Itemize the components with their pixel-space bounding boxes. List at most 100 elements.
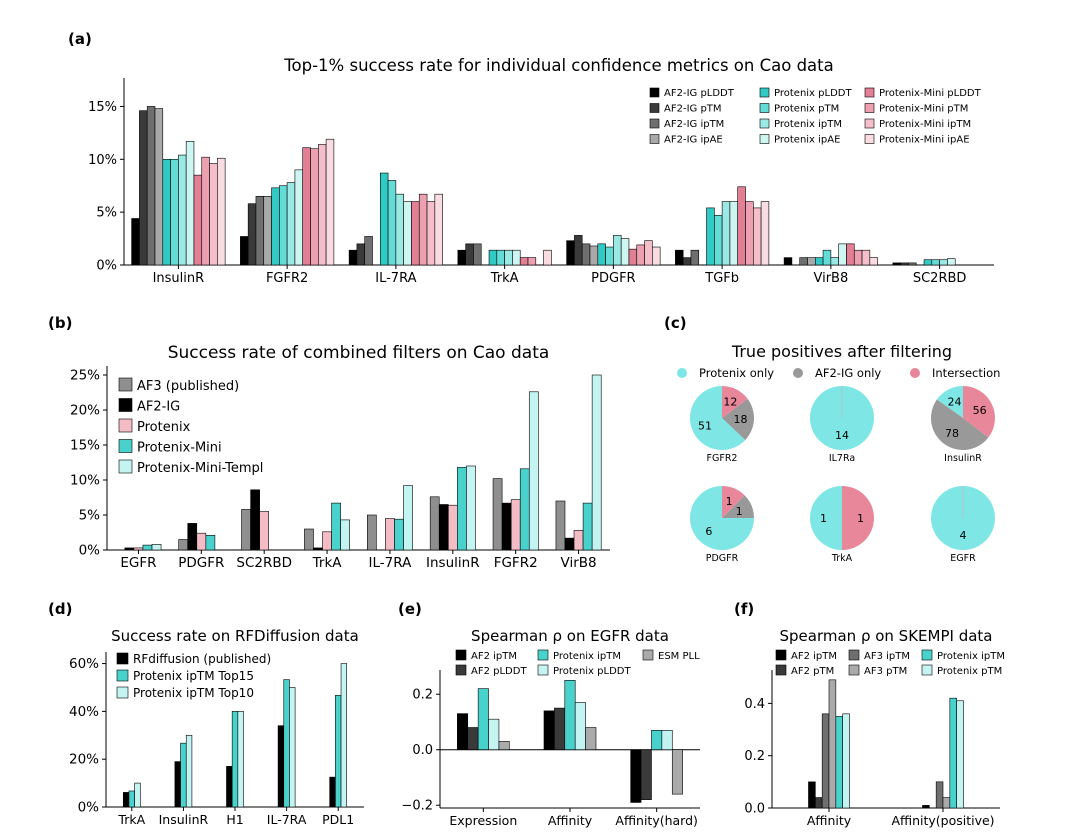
legend-label: AF2 pTM (791, 666, 834, 677)
bar-protenix-mini-ipae-virb8 (869, 257, 878, 266)
legend-swatch-protenix-ipae (759, 134, 770, 144)
x-tick-label: InsulinR (159, 812, 209, 827)
legend-swatch-protenix (118, 418, 133, 433)
bar-protenix-ptm-trka (496, 249, 505, 266)
bar-protenix-mini-ptm-trka (527, 257, 537, 266)
legend-label: Protenix ipTM Top15 (133, 669, 254, 683)
bar-protenix-ptm-affinity (842, 713, 850, 809)
legend-label: Protenix ipTM (774, 119, 842, 130)
bar-protenix-mini-iptm-tgfb (752, 207, 762, 266)
bar-protenix-mini-iptm-fgfr2 (317, 144, 327, 266)
legend-swatch-af2-plddt (455, 664, 467, 676)
legend-swatch-af2-ptm (775, 664, 787, 676)
legend-label: AF2-IG pLDDT (664, 88, 735, 99)
bar-protenix-ipae-il-7ra (403, 201, 412, 266)
bar-protenix-plddt-tgfb (706, 207, 715, 266)
bar-af2-ig-ipae-fgfr2 (263, 195, 272, 266)
bar-protenix-ptm-il-7ra (387, 180, 397, 266)
svg-text:(b): (b) (48, 314, 72, 332)
legend-label: RFdiffusion (published) (133, 652, 271, 666)
bar-af2-ig-plddt-virb8 (783, 257, 793, 266)
bar-af3-ptm-affinity-positive (942, 797, 951, 809)
bar-af2-ig-ipae-pdgfr (589, 245, 599, 266)
legend-swatch-protenix-mini-plddt (864, 87, 875, 98)
pie-value-label: 1 (857, 512, 864, 525)
bar-af2-ig-plddt-insulinr (131, 218, 140, 266)
legend-label: Protenix only (699, 366, 774, 380)
pie-label: IL7Ra (829, 453, 855, 464)
svg-text:(e): (e) (398, 600, 422, 618)
bar-af3-iptm-affinity-positive (935, 781, 944, 809)
bar-rfdiffusion-published-il-7ra (277, 725, 285, 808)
bar-af2-ig-sc2rbd (250, 489, 260, 551)
panel-label-a: (a) (68, 30, 92, 48)
x-tick-label: Affinity (548, 813, 593, 828)
pie-label: PDGFR (706, 553, 739, 564)
legend-swatch-protenix-iptm-top10 (116, 686, 129, 699)
x-tick-label: H1 (226, 812, 243, 827)
x-tick-label: PDGFR (178, 555, 224, 571)
legend-label: AF2-IG ipAE (664, 135, 723, 146)
bar-af2-ig-ptm-pdgfr (574, 235, 583, 266)
bar-protenix-ipae-pdgfr (620, 238, 630, 266)
bar-protenix-mini-ipae-pdgfr (652, 246, 661, 266)
legend-label: Protenix pTM (937, 666, 1002, 677)
legend-swatch-protenix-iptm (759, 118, 770, 129)
legend-label: Protenix-Mini ipTM (879, 119, 971, 130)
legend-label: AF2 ipTM (471, 651, 517, 662)
legend-label: AF2-IG only (815, 366, 881, 380)
bar-af2-ig-iptm-sc2rbd (908, 262, 917, 266)
legend-swatch-af2-ig-ipae (649, 134, 660, 144)
bar-protenix-ptm-sc2rbd (931, 259, 940, 266)
pie-value-label: 18 (734, 413, 748, 426)
legend-marker-af2-ig-only (793, 368, 803, 378)
legend-marker-protenix-only (677, 368, 687, 378)
x-tick-label: VirB8 (813, 271, 848, 286)
legend-label: Protenix pTM (774, 104, 839, 115)
bar-protenix-mini-ipae-insulinr (217, 157, 226, 266)
pie-value-label: 1 (820, 512, 827, 525)
bar-protenix-mini-iptm-pdgfr (644, 240, 653, 266)
x-tick-label: TrkA (117, 812, 145, 827)
legend-swatch-af2-iptm (775, 649, 787, 661)
chart-title: Success rate of combined filters on Cao … (168, 343, 550, 363)
chart-e: Spearman ρ on EGFR data −0.2 0.0 0.2 Express… (401, 627, 700, 828)
legend-label: Protenix (137, 420, 191, 435)
bar-af2-ig-virb8 (564, 537, 575, 551)
pie-label: FGFR2 (707, 453, 738, 464)
bar-protenix-plddt-trka (488, 249, 498, 266)
bar-protenix-mini-ptm-pdgfr (636, 244, 645, 266)
legend-swatch-protenix-mini-templ (118, 459, 133, 474)
legend-swatch-protenix-ptm (759, 103, 770, 113)
legend-label: AF2-IG ipTM (664, 119, 724, 130)
bar-protenix-mini-il-7ra (394, 518, 404, 551)
bar-protenix-mini-ipae-il-7ra (434, 193, 443, 266)
legend-label: Protenix pLDDT (774, 88, 852, 99)
y-tick-label: 0.2 (412, 688, 433, 703)
legend-swatch-af2-ig-ptm (649, 103, 660, 113)
bar-af3-published-trka (304, 528, 314, 551)
bar-af2-ig-insulinr (438, 504, 449, 551)
bar-af3-published-sc2rbd (241, 509, 251, 551)
bar-protenix-iptm-expression (477, 688, 489, 751)
bar-protenix-mini-egfr (142, 544, 153, 551)
bar-protenix-iptm-top15-il-7ra (283, 679, 290, 808)
y-tick-label: 5% (79, 508, 101, 524)
bar-protenix-iptm-affinity (835, 716, 843, 809)
bar-protenix-mini-ptm-il-7ra (418, 193, 428, 266)
pie-label: InsulinR (944, 453, 982, 464)
bar-protenix-iptm-top10-il-7ra (289, 687, 296, 808)
panel-label-e: (e) (398, 600, 422, 618)
x-tick-label: IL-7RA (267, 812, 307, 827)
bar-af2-ig-iptm-tgfb (690, 249, 700, 266)
bar-protenix-ptm-pdgfr (605, 246, 614, 266)
legend-swatch-af3-iptm (848, 649, 860, 661)
pie-slice-fgfr2-intersection (722, 386, 748, 418)
bar-protenix-mini-insulinr (457, 467, 467, 551)
bar-af2-ptm-affinity (815, 797, 823, 809)
legend-label: AF2 ipTM (791, 651, 837, 662)
bar-af2-ig-iptm-pdgfr (581, 243, 591, 266)
y-tick-label: 10% (70, 473, 100, 489)
bar-af2-ig-iptm-virb8 (799, 257, 808, 266)
legend-swatch-protenix-mini-ipae (864, 134, 875, 144)
